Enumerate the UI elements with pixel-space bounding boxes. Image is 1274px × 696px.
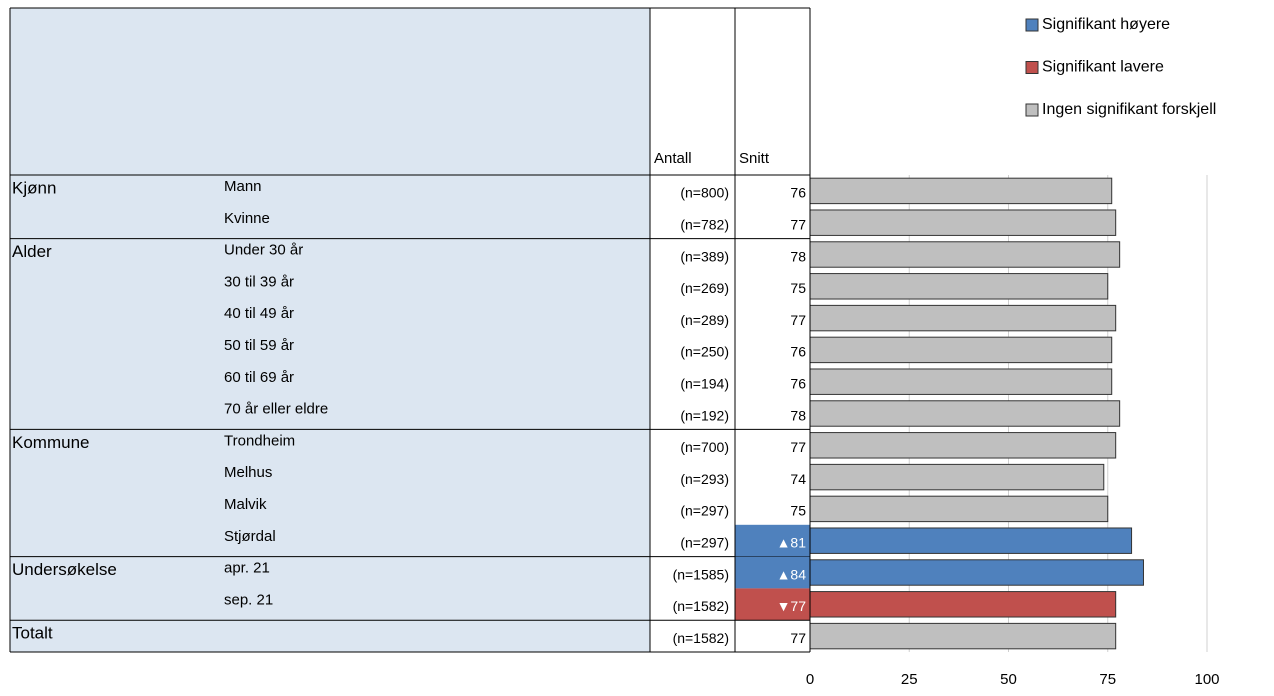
table-label-area xyxy=(10,8,650,652)
bar xyxy=(809,527,1133,554)
legend-swatch xyxy=(1025,18,1039,32)
value-label: ▼77 xyxy=(777,598,807,614)
n-label: (n=194) xyxy=(680,376,729,392)
value-label: 75 xyxy=(790,503,806,519)
category-label: 40 til 49 år xyxy=(224,305,294,322)
category-label: Trondheim xyxy=(224,432,295,449)
x-tick-label: 75 xyxy=(1099,671,1116,688)
value-label: 76 xyxy=(790,344,806,360)
value-label: ▲84 xyxy=(777,566,807,582)
column-header: Snitt xyxy=(739,150,770,167)
group-label: Kommune xyxy=(12,433,89,452)
bar xyxy=(809,400,1121,427)
bar xyxy=(809,273,1109,300)
x-tick-label: 0 xyxy=(806,671,814,688)
category-label: Mann xyxy=(224,178,262,195)
category-label: Under 30 år xyxy=(224,242,303,259)
category-label: Melhus xyxy=(224,464,272,481)
column-header: Antall xyxy=(654,150,692,167)
value-label: 76 xyxy=(790,185,806,201)
group-label: Alder xyxy=(12,242,52,261)
bar xyxy=(809,622,1117,650)
category-label: Kvinne xyxy=(224,210,270,227)
bar xyxy=(809,177,1113,205)
bar xyxy=(809,432,1117,459)
bar xyxy=(809,591,1117,618)
x-tick-label: 50 xyxy=(1000,671,1017,688)
value-label: 76 xyxy=(790,376,806,392)
bar xyxy=(809,368,1113,395)
n-label: (n=192) xyxy=(680,407,729,423)
n-label: (n=293) xyxy=(680,471,729,487)
value-label: 77 xyxy=(790,439,806,455)
n-label: (n=1585) xyxy=(673,566,729,582)
snitt-highlight xyxy=(735,524,810,557)
value-label: 77 xyxy=(790,217,806,233)
bar xyxy=(809,209,1117,236)
bar xyxy=(809,304,1117,332)
x-tick-label: 25 xyxy=(901,671,918,688)
bar xyxy=(809,559,1144,586)
legend-label: Ingen signifikant forskjell xyxy=(1042,101,1216,118)
n-label: (n=269) xyxy=(680,280,729,296)
n-label: (n=1582) xyxy=(673,630,729,646)
legend-label: Signifikant lavere xyxy=(1042,59,1164,76)
n-label: (n=389) xyxy=(680,248,729,264)
n-label: (n=782) xyxy=(680,217,729,233)
category-label: sep. 21 xyxy=(224,591,273,608)
n-label: (n=250) xyxy=(680,344,729,360)
value-label: 75 xyxy=(790,280,806,296)
snitt-highlight xyxy=(735,556,810,589)
bar xyxy=(809,495,1109,523)
bar xyxy=(809,336,1113,364)
value-label: ▲81 xyxy=(777,535,807,551)
legend-label: Signifikant høyere xyxy=(1042,16,1170,33)
n-label: (n=297) xyxy=(680,535,729,551)
n-label: (n=289) xyxy=(680,312,729,328)
n-label: (n=700) xyxy=(680,439,729,455)
value-label: 77 xyxy=(790,630,806,646)
group-label: Kjønn xyxy=(12,178,56,197)
value-label: 78 xyxy=(790,248,806,264)
n-label: (n=297) xyxy=(680,503,729,519)
bar xyxy=(809,241,1121,268)
category-label: 50 til 59 år xyxy=(224,337,294,354)
bar xyxy=(809,463,1105,491)
category-label: Stjørdal xyxy=(224,528,276,545)
value-label: 78 xyxy=(790,407,806,423)
x-tick-label: 100 xyxy=(1194,671,1219,688)
group-label: Totalt xyxy=(12,624,53,643)
category-label: 30 til 39 år xyxy=(224,273,294,290)
snitt-highlight xyxy=(735,588,810,621)
legend-swatch xyxy=(1025,61,1039,74)
category-label: 60 til 69 år xyxy=(224,369,294,386)
n-label: (n=1582) xyxy=(673,598,729,614)
value-label: 74 xyxy=(790,471,806,487)
n-label: (n=800) xyxy=(680,185,729,201)
group-label: Undersøkelse xyxy=(12,560,117,579)
legend-swatch xyxy=(1025,103,1039,117)
value-label: 77 xyxy=(790,312,806,328)
category-label: Malvik xyxy=(224,496,267,513)
category-label: 70 år eller eldre xyxy=(224,401,328,418)
category-label: apr. 21 xyxy=(224,560,270,577)
